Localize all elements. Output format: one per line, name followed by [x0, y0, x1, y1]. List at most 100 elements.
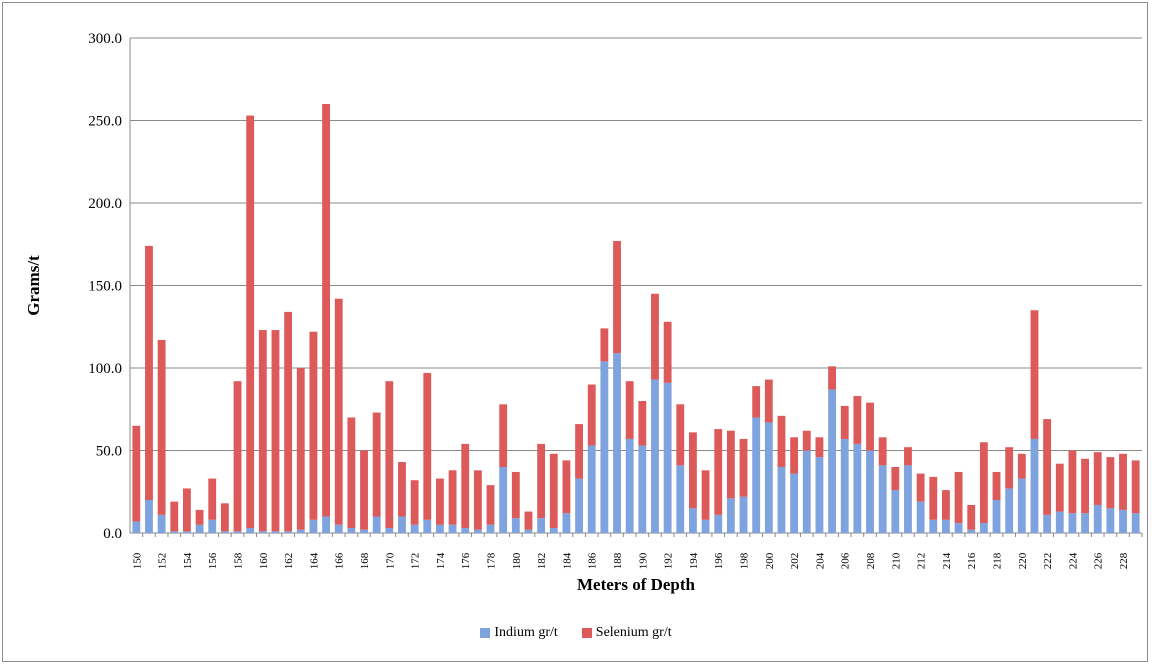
- bar-selenium: [1081, 458, 1089, 514]
- x-tick-label: 164: [308, 552, 320, 569]
- bar-selenium: [676, 404, 685, 466]
- y-tick-label: 250.0: [88, 114, 122, 130]
- bar-selenium: [220, 503, 229, 532]
- bar-indium: [385, 528, 394, 533]
- bar-selenium: [613, 240, 621, 354]
- bar-selenium: [360, 450, 368, 530]
- bar-indium: [537, 518, 546, 533]
- bar-selenium: [764, 379, 773, 423]
- bar-selenium: [853, 396, 862, 444]
- x-tick-label: 198: [739, 552, 751, 569]
- x-tick-label: 186: [587, 552, 599, 569]
- bar-indium: [195, 524, 204, 533]
- bar-indium: [246, 528, 255, 533]
- bar-selenium: [802, 430, 811, 451]
- x-tick-label: 158: [233, 552, 245, 569]
- bar-selenium: [954, 471, 963, 524]
- bar-selenium: [1119, 453, 1127, 510]
- bar-indium: [1106, 508, 1115, 533]
- x-tick-label: 224: [1067, 552, 1079, 569]
- x-tick-label: 178: [486, 552, 498, 569]
- bar-selenium: [916, 473, 925, 502]
- bar-indium: [1043, 514, 1052, 533]
- y-tick-label: 0.0: [103, 526, 122, 542]
- bar-selenium: [195, 509, 204, 525]
- bar-selenium: [246, 115, 255, 529]
- bar-selenium: [499, 404, 508, 467]
- bar-indium: [448, 524, 457, 533]
- bar-indium: [840, 438, 849, 533]
- stacked-bar-chart: 0.0 50.0 100.0 150.0 200.0 250.0 300.0 150 152 15…: [24, 31, 1143, 594]
- x-tick-label: 204: [814, 552, 826, 569]
- bar-selenium: [322, 104, 330, 517]
- bar-selenium: [739, 438, 748, 497]
- bar-indium: [676, 465, 685, 533]
- bar-selenium: [878, 437, 887, 466]
- x-tick-label: 192: [663, 553, 675, 570]
- x-tick-label: 220: [1017, 552, 1029, 569]
- bar-selenium: [651, 293, 659, 380]
- x-tick-label: 200: [764, 552, 776, 569]
- bar-indium: [613, 353, 621, 533]
- x-tick-label: 216: [966, 552, 978, 569]
- bar-indium: [916, 501, 925, 533]
- bar-selenium: [1005, 447, 1014, 489]
- bar-selenium: [942, 490, 950, 520]
- bar-indium: [942, 519, 950, 533]
- x-tick-label: 228: [1118, 552, 1130, 569]
- bar-selenium: [866, 402, 874, 451]
- x-tick-label: 202: [789, 553, 801, 570]
- x-tick-label: 168: [359, 552, 371, 569]
- bar-indium: [739, 496, 748, 533]
- bar-selenium: [777, 415, 786, 467]
- x-tick-label: 210: [890, 552, 902, 569]
- bar-selenium: [638, 401, 647, 446]
- x-tick-label: 182: [536, 553, 548, 570]
- bar-indium: [410, 524, 419, 533]
- y-tick-label: 300.0: [88, 31, 122, 47]
- legend-item-indium: Indium gr/t: [480, 625, 558, 641]
- bar-indium: [296, 529, 305, 533]
- x-tick-label: 160: [258, 552, 270, 569]
- bar-indium: [1081, 513, 1089, 533]
- bar-selenium: [1030, 310, 1039, 439]
- x-tick-label: 174: [435, 552, 447, 569]
- bar-indium: [777, 467, 786, 533]
- bar-selenium: [1055, 463, 1064, 512]
- bar-indium: [183, 531, 191, 533]
- bar-indium: [1068, 513, 1077, 533]
- bar-selenium: [334, 298, 343, 525]
- bar-selenium: [840, 405, 849, 439]
- x-axis-title: Meters of Depth: [577, 575, 696, 594]
- bar-indium: [638, 445, 647, 533]
- bar-selenium: [423, 372, 432, 520]
- bar-indium: [815, 457, 824, 533]
- bar-indium: [486, 524, 495, 533]
- bar-selenium: [183, 488, 191, 532]
- legend-swatch-selenium: [581, 628, 592, 638]
- bar-indium: [170, 531, 179, 533]
- legend: Indium gr/t Selenium gr/t: [3, 625, 1149, 641]
- y-tick-label: 100.0: [88, 361, 122, 377]
- bar-indium: [790, 473, 799, 533]
- bar-selenium: [284, 311, 293, 532]
- x-tick-label: 206: [840, 552, 852, 569]
- bar-indium: [1131, 513, 1140, 533]
- bar-selenium: [132, 425, 141, 522]
- bar-indium: [764, 422, 773, 533]
- bar-selenium: [436, 478, 444, 525]
- bar-indium: [853, 443, 862, 533]
- bar-selenium: [562, 460, 571, 514]
- legend-swatch-indium: [480, 628, 491, 638]
- bar-indium: [878, 465, 887, 533]
- x-tick-label: 222: [1042, 553, 1054, 570]
- bar-selenium: [625, 381, 634, 439]
- bar-indium: [145, 500, 153, 533]
- x-tick-label: 194: [688, 552, 700, 569]
- y-tick-label: 50.0: [96, 444, 122, 460]
- y-axis-title: Grams/t: [24, 255, 43, 316]
- x-tick-label: 176: [460, 552, 472, 569]
- bar-indium: [1119, 509, 1127, 533]
- bar-indium: [271, 531, 280, 533]
